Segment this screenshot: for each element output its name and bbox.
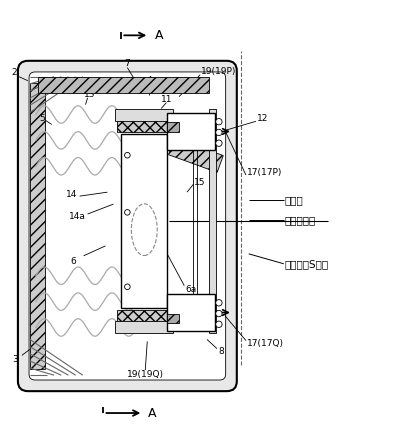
Text: 6a: 6a: [185, 285, 196, 294]
Text: 3: 3: [12, 355, 18, 364]
Bar: [167, 123, 179, 132]
Text: 17(17Q): 17(17Q): [247, 339, 284, 348]
Text: 14: 14: [66, 190, 77, 198]
Text: 19(19P): 19(19P): [201, 67, 236, 76]
Circle shape: [125, 210, 130, 215]
Text: 14a: 14a: [69, 211, 86, 221]
Bar: [167, 313, 211, 324]
Text: 17(17P): 17(17P): [247, 168, 282, 177]
Text: A: A: [148, 407, 156, 420]
Bar: [168, 138, 223, 172]
Text: 12: 12: [257, 114, 268, 123]
Text: 转向轴: 转向轴: [285, 195, 303, 205]
Text: 4: 4: [146, 76, 152, 85]
Bar: [167, 123, 211, 132]
Text: 操舵中心S区域: 操舵中心S区域: [285, 259, 329, 269]
Text: A: A: [154, 29, 163, 42]
Bar: [30, 83, 45, 369]
Text: 13: 13: [84, 90, 95, 99]
FancyBboxPatch shape: [18, 61, 237, 391]
Bar: [38, 77, 209, 93]
Bar: [209, 109, 216, 333]
Circle shape: [216, 310, 222, 317]
Text: 旋转中心轴: 旋转中心轴: [285, 215, 316, 225]
Circle shape: [216, 140, 222, 147]
Circle shape: [216, 300, 222, 306]
Circle shape: [216, 321, 222, 328]
Text: 8: 8: [218, 347, 224, 356]
Text: 5: 5: [39, 114, 45, 123]
Bar: [121, 135, 167, 308]
Text: 6: 6: [71, 258, 76, 266]
Bar: [117, 119, 171, 132]
Bar: [117, 309, 171, 324]
Circle shape: [216, 129, 222, 135]
Circle shape: [125, 152, 130, 158]
FancyBboxPatch shape: [29, 72, 226, 380]
Circle shape: [125, 284, 130, 289]
Text: 2: 2: [11, 68, 17, 77]
Text: 15: 15: [194, 178, 206, 186]
Text: 11: 11: [161, 95, 172, 104]
Ellipse shape: [131, 204, 157, 256]
Bar: [115, 321, 173, 333]
Bar: [167, 112, 215, 151]
Circle shape: [216, 119, 222, 125]
Bar: [167, 313, 179, 324]
Text: 7: 7: [125, 59, 130, 68]
Text: 19(19Q): 19(19Q): [127, 369, 164, 379]
Bar: [167, 293, 215, 332]
Bar: [115, 109, 173, 120]
